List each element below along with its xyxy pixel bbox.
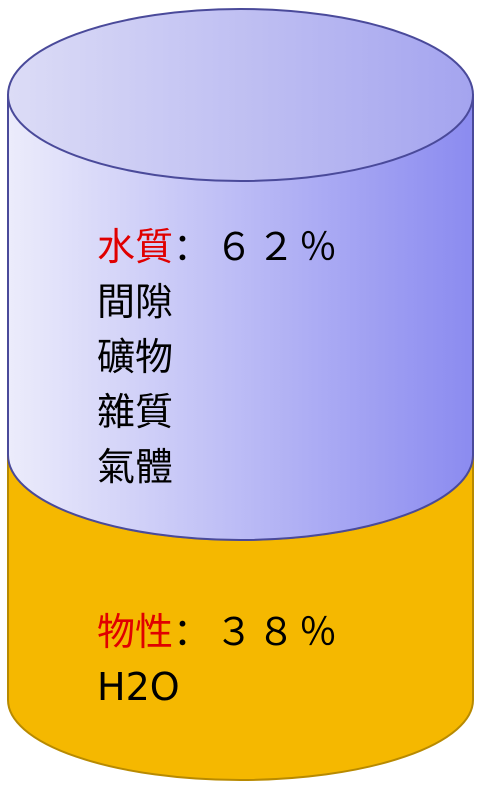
upper-section xyxy=(7,94,474,541)
cylinder-top xyxy=(7,8,474,182)
section-title: 水質 xyxy=(97,225,173,269)
section-item: 雜質 xyxy=(97,390,173,434)
section-value: ：３８％ xyxy=(173,610,341,654)
section-heading: 物性：３８％ xyxy=(97,610,341,654)
section-item: 氣體 xyxy=(97,445,173,489)
section-title: 物性 xyxy=(97,610,173,654)
section-item: H2O xyxy=(97,665,180,709)
section-item: 礦物 xyxy=(97,335,173,379)
section-heading: 水質：６２％ xyxy=(97,225,341,269)
section-item: 間隙 xyxy=(97,280,173,324)
section-value: ：６２％ xyxy=(173,225,341,269)
